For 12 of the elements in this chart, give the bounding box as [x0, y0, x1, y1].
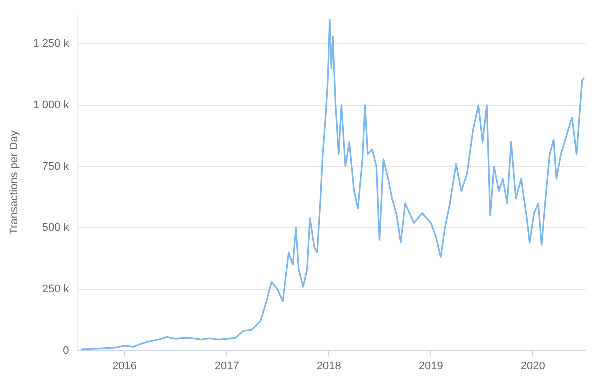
y-tick-label: 1 250 k [33, 38, 70, 50]
y-tick-label: 500 k [42, 222, 70, 234]
x-tick-label: 2016 [112, 360, 138, 372]
y-tick-label: 250 k [42, 283, 70, 296]
x-tick-label: 2020 [520, 360, 546, 372]
y-tick-label: 750 k [42, 160, 70, 173]
y-tick-label: 1 000 k [33, 99, 70, 112]
y-tick-label: 0 [63, 344, 70, 357]
x-tick-label: 2018 [316, 360, 342, 372]
x-tick-label: 2017 [214, 360, 240, 372]
y-axis-title: Transactions per Day [8, 130, 21, 235]
x-tick-label: 2019 [418, 360, 444, 372]
